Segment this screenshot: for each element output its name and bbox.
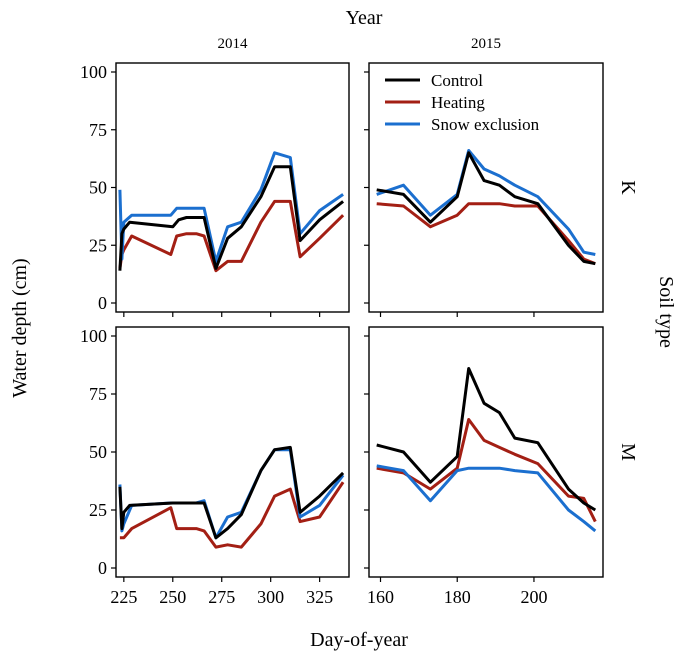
x-tick-label: 300 <box>257 587 284 607</box>
series-line-control <box>118 445 345 540</box>
y-tick-label: 0 <box>98 293 107 313</box>
series-line-snow-exclusion <box>376 464 597 533</box>
y-tick-label: 50 <box>89 442 107 462</box>
y-tick-label: 75 <box>89 384 107 404</box>
series-line-heating <box>118 199 345 273</box>
y-tick-label: 100 <box>80 326 107 346</box>
x-tick-label: 200 <box>520 587 547 607</box>
panel-2015-K <box>364 62 604 317</box>
series-line-control <box>118 165 345 271</box>
strip-year-title: Year <box>346 7 383 29</box>
panel-2014-M: 0 25 50 75 100 225 250 275 300 325 <box>80 326 350 607</box>
y-tick-label: 25 <box>89 235 107 255</box>
y-axis-title: Water depth (cm) <box>9 258 31 397</box>
strip-soil-title: Soil type <box>655 276 677 348</box>
y-tick-label: 0 <box>98 558 107 578</box>
series-line-snow-exclusion <box>376 149 596 256</box>
series-line-control <box>376 367 597 512</box>
x-tick-label: 275 <box>208 587 235 607</box>
series-line-control <box>376 151 596 266</box>
panel-2015-M: 160 180 200 <box>364 326 604 607</box>
panel-2014-K: 0 25 50 75 100 <box>80 62 350 317</box>
panel-frame <box>115 62 350 313</box>
series-line-heating <box>376 418 597 523</box>
x-tick-label: 250 <box>159 587 186 607</box>
series-line-heating <box>119 481 345 549</box>
x-tick-label: 225 <box>110 587 137 607</box>
x-axis-title: Day-of-year <box>310 629 408 651</box>
strip-label-year-2014: 2014 <box>218 36 249 52</box>
panels-group: 2014 2015 K M 0 25 50 75 100 0 25 50 75 100 225 250 275 3… <box>80 36 639 607</box>
series-line-heating <box>376 202 596 266</box>
legend-label: Control <box>431 71 483 90</box>
y-tick-label: 25 <box>89 500 107 520</box>
panel-frame <box>115 326 350 578</box>
legend-label: Snow exclusion <box>431 115 540 134</box>
strip-label-year-2015: 2015 <box>471 36 501 52</box>
legend-label: Heating <box>431 93 485 112</box>
strip-label-soil-K: K <box>617 180 639 195</box>
y-tick-label: 75 <box>89 120 107 140</box>
strip-label-soil-M: M <box>617 443 639 461</box>
y-tick-label: 50 <box>89 178 107 198</box>
x-tick-label: 180 <box>444 587 471 607</box>
legend: Control Heating Snow exclusion <box>376 67 592 137</box>
x-tick-label: 325 <box>306 587 333 607</box>
x-tick-label: 160 <box>367 587 394 607</box>
y-tick-label: 100 <box>80 62 107 82</box>
